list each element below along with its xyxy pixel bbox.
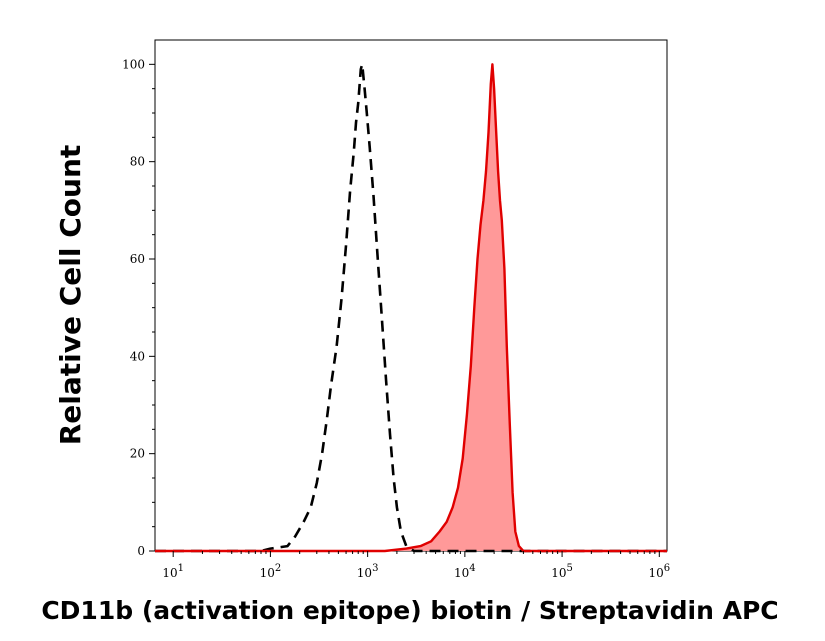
x-tick-label: 103 [357,563,379,580]
y-tick-label: 20 [130,447,145,461]
x-tick-label: 105 [551,563,573,580]
y-tick-label: 80 [130,155,145,169]
x-tick-label: 104 [454,563,476,580]
series-1-line [155,63,667,553]
x-tick-label: 102 [260,563,282,580]
y-tick-label: 60 [130,252,145,266]
y-axis-title: Relative Cell Count [54,145,87,446]
plot-frame [154,39,668,552]
y-tick-label: 40 [130,349,145,363]
series-1-fill [155,64,667,552]
series-0-line [155,63,667,553]
y-tick-label: 0 [137,544,145,558]
x-tick-label: 101 [162,563,184,580]
y-tick-label: 100 [122,57,145,71]
x-tick-label: 106 [648,563,670,580]
x-axis-title: CD11b (activation epitope) biotin / Stre… [41,596,778,625]
